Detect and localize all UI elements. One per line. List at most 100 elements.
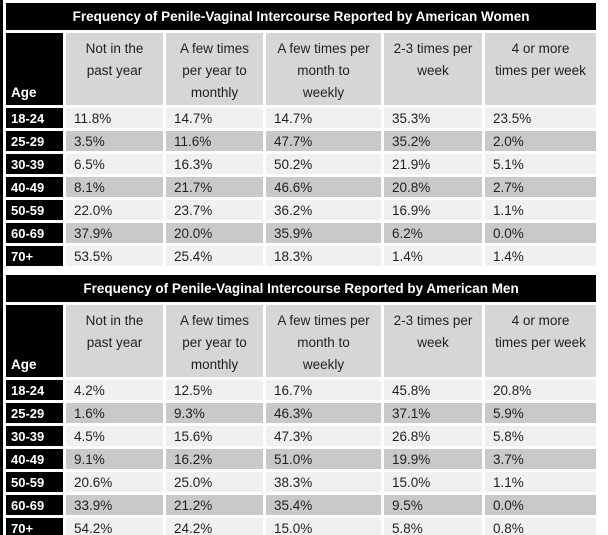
value-cell: 1.4% <box>485 246 597 266</box>
age-column-header: Age <box>6 305 63 377</box>
value-cell: 16.9% <box>384 200 482 220</box>
value-cell: 5.9% <box>485 403 597 423</box>
column-header-not-in-past-year: Not in the past year <box>66 33 163 105</box>
table-row: 18-24 4.2% 12.5% 16.7% 45.8% 20.8% <box>6 380 597 400</box>
value-cell: 9.5% <box>384 495 482 515</box>
value-cell: 45.8% <box>384 380 482 400</box>
table-title: Frequency of Penile-Vaginal Intercourse … <box>6 3 597 30</box>
value-cell: 35.4% <box>266 495 381 515</box>
value-cell: 19.9% <box>384 449 482 469</box>
value-cell: 6.5% <box>66 154 163 174</box>
table-row: 18-24 11.8% 14.7% 14.7% 35.3% 23.5% <box>6 108 597 128</box>
table-row: 70+ 54.2% 24.2% 15.0% 5.8% 0.8% <box>6 518 597 535</box>
value-cell: 53.5% <box>66 246 163 266</box>
value-cell: 15.0% <box>384 472 482 492</box>
value-cell: 37.9% <box>66 223 163 243</box>
value-cell: 6.2% <box>384 223 482 243</box>
value-cell: 1.1% <box>485 472 597 492</box>
value-cell: 0.0% <box>485 495 597 515</box>
age-row-label: 25-29 <box>6 403 63 423</box>
column-header-few-times-year: A few times per year to monthly <box>166 305 263 377</box>
value-cell: 35.2% <box>384 131 482 151</box>
age-row-label: 40-49 <box>6 177 63 197</box>
column-header-few-times-month: A few times per month to weekly <box>266 305 381 377</box>
age-row-label: 70+ <box>6 518 63 535</box>
age-row-label: 18-24 <box>6 108 63 128</box>
value-cell: 25.4% <box>166 246 263 266</box>
value-cell: 2.7% <box>485 177 597 197</box>
table-row: 60-69 33.9% 21.2% 35.4% 9.5% 0.0% <box>6 495 597 515</box>
value-cell: 4.2% <box>66 380 163 400</box>
value-cell: 11.8% <box>66 108 163 128</box>
value-cell: 8.1% <box>66 177 163 197</box>
value-cell: 5.8% <box>384 518 482 535</box>
value-cell: 46.6% <box>266 177 381 197</box>
value-cell: 26.8% <box>384 426 482 446</box>
value-cell: 36.2% <box>266 200 381 220</box>
value-cell: 20.0% <box>166 223 263 243</box>
age-row-label: 50-59 <box>6 200 63 220</box>
value-cell: 23.5% <box>485 108 597 128</box>
value-cell: 47.7% <box>266 131 381 151</box>
value-cell: 16.7% <box>266 380 381 400</box>
value-cell: 20.8% <box>485 380 597 400</box>
table-row: 25-29 3.5% 11.6% 47.7% 35.2% 2.0% <box>6 131 597 151</box>
value-cell: 18.3% <box>266 246 381 266</box>
value-cell: 22.0% <box>66 200 163 220</box>
value-cell: 9.3% <box>166 403 263 423</box>
value-cell: 15.6% <box>166 426 263 446</box>
age-row-label: 60-69 <box>6 495 63 515</box>
value-cell: 0.8% <box>485 518 597 535</box>
age-row-label: 40-49 <box>6 449 63 469</box>
age-row-label: 25-29 <box>6 131 63 151</box>
value-cell: 51.0% <box>266 449 381 469</box>
age-row-label: 60-69 <box>6 223 63 243</box>
table-row: 50-59 22.0% 23.7% 36.2% 16.9% 1.1% <box>6 200 597 220</box>
table-row: 40-49 9.1% 16.2% 51.0% 19.9% 3.7% <box>6 449 597 469</box>
value-cell: 33.9% <box>66 495 163 515</box>
value-cell: 1.6% <box>66 403 163 423</box>
value-cell: 16.3% <box>166 154 263 174</box>
value-cell: 21.9% <box>384 154 482 174</box>
value-cell: 1.4% <box>384 246 482 266</box>
title-row: Frequency of Penile-Vaginal Intercourse … <box>6 275 597 302</box>
table-row: 40-49 8.1% 21.7% 46.6% 20.8% 2.7% <box>6 177 597 197</box>
women-frequency-table: Frequency of Penile-Vaginal Intercourse … <box>3 0 599 269</box>
value-cell: 47.3% <box>266 426 381 446</box>
value-cell: 23.7% <box>166 200 263 220</box>
value-cell: 15.0% <box>266 518 381 535</box>
value-cell: 11.6% <box>166 131 263 151</box>
value-cell: 20.8% <box>384 177 482 197</box>
value-cell: 25.0% <box>166 472 263 492</box>
age-row-label: 70+ <box>6 246 63 266</box>
value-cell: 2.0% <box>485 131 597 151</box>
table-title: Frequency of Penile-Vaginal Intercourse … <box>6 275 597 302</box>
value-cell: 21.2% <box>166 495 263 515</box>
men-frequency-table: Frequency of Penile-Vaginal Intercourse … <box>3 272 599 535</box>
value-cell: 5.8% <box>485 426 597 446</box>
value-cell: 35.3% <box>384 108 482 128</box>
age-row-label: 30-39 <box>6 426 63 446</box>
value-cell: 54.2% <box>66 518 163 535</box>
column-header-4-or-more: 4 or more times per week <box>485 33 597 105</box>
title-row: Frequency of Penile-Vaginal Intercourse … <box>6 3 597 30</box>
value-cell: 1.1% <box>485 200 597 220</box>
value-cell: 3.7% <box>485 449 597 469</box>
age-row-label: 50-59 <box>6 472 63 492</box>
column-header-few-times-year: A few times per year to monthly <box>166 33 263 105</box>
table-row: 70+ 53.5% 25.4% 18.3% 1.4% 1.4% <box>6 246 597 266</box>
column-header-2-3-per-week: 2-3 times per week <box>384 305 482 377</box>
age-column-header: Age <box>6 33 63 105</box>
value-cell: 14.7% <box>266 108 381 128</box>
table-row: 25-29 1.6% 9.3% 46.3% 37.1% 5.9% <box>6 403 597 423</box>
age-row-label: 18-24 <box>6 380 63 400</box>
value-cell: 16.2% <box>166 449 263 469</box>
value-cell: 4.5% <box>66 426 163 446</box>
column-header-few-times-month: A few times per month to weekly <box>266 33 381 105</box>
value-cell: 5.1% <box>485 154 597 174</box>
value-cell: 21.7% <box>166 177 263 197</box>
value-cell: 3.5% <box>66 131 163 151</box>
value-cell: 38.3% <box>266 472 381 492</box>
value-cell: 20.6% <box>66 472 163 492</box>
table-row: 60-69 37.9% 20.0% 35.9% 6.2% 0.0% <box>6 223 597 243</box>
